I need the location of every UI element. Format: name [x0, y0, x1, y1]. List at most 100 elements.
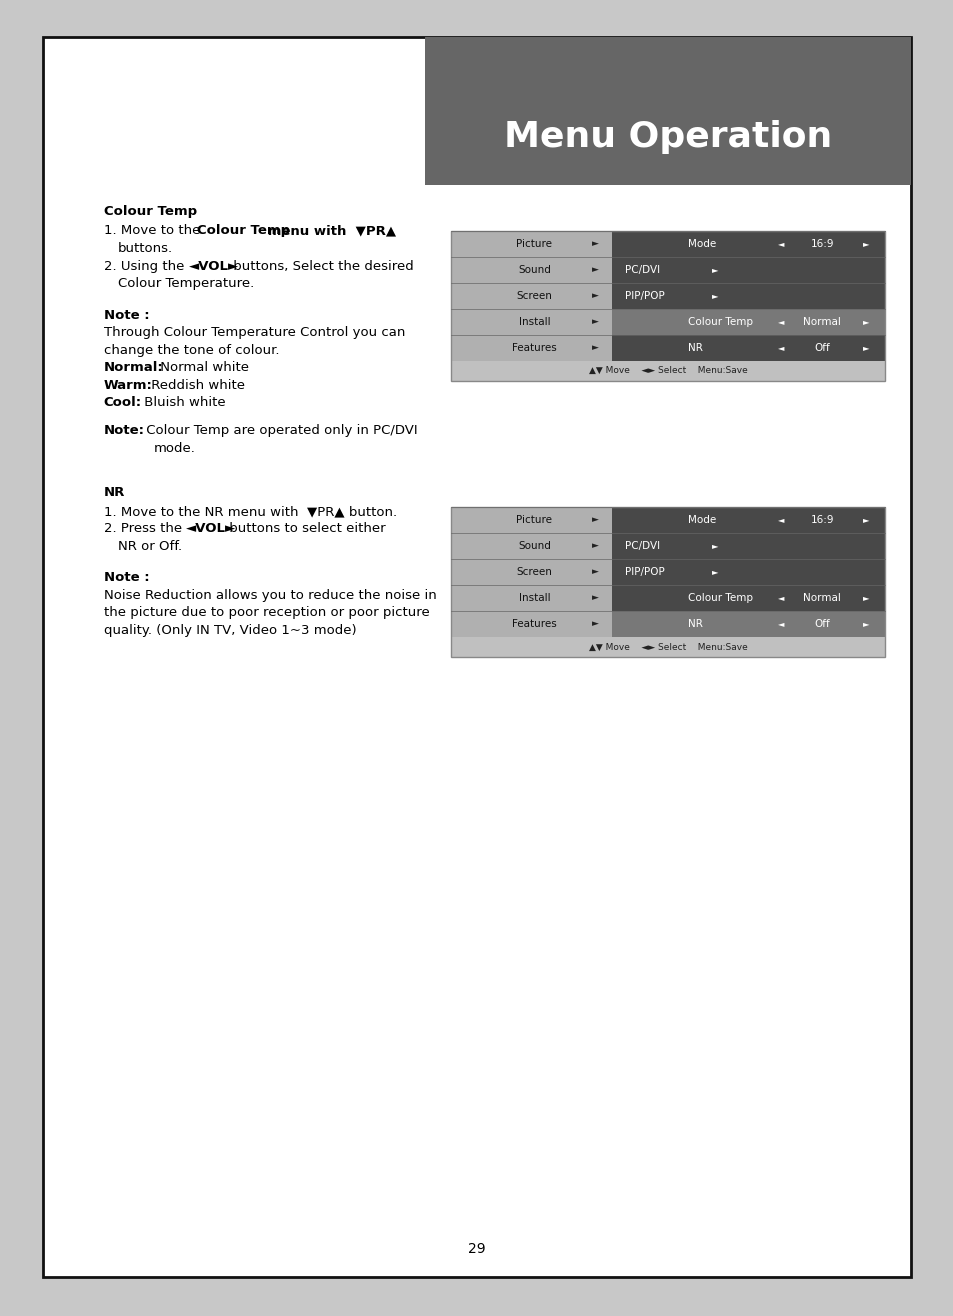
Text: ◄: ◄ — [777, 240, 783, 249]
Text: change the tone of colour.: change the tone of colour. — [104, 343, 279, 357]
Text: Mode: Mode — [687, 515, 716, 525]
Text: Off: Off — [814, 343, 829, 353]
Text: Noise Reduction allows you to reduce the noise in: Noise Reduction allows you to reduce the… — [104, 590, 436, 601]
Text: ►: ► — [712, 567, 718, 576]
Text: quality. (Only IN TV, Video 1~3 mode): quality. (Only IN TV, Video 1~3 mode) — [104, 624, 356, 637]
Text: Note :: Note : — [104, 309, 150, 322]
Text: ◄: ◄ — [777, 343, 783, 353]
Text: PC/DVI: PC/DVI — [624, 265, 659, 275]
Text: ►: ► — [712, 266, 718, 274]
Text: ◄: ◄ — [777, 620, 783, 629]
Bar — [611, 257, 884, 283]
Text: NR: NR — [687, 619, 702, 629]
Bar — [451, 257, 611, 283]
Text: 2. Press the: 2. Press the — [104, 522, 186, 536]
Text: Normal: Normal — [802, 317, 841, 326]
Text: Install: Install — [518, 317, 550, 326]
Text: ►: ► — [862, 317, 868, 326]
Text: 1. Move to the NR menu with  ▼PR▲ button.: 1. Move to the NR menu with ▼PR▲ button. — [104, 505, 396, 519]
Bar — [611, 334, 884, 361]
Bar — [611, 533, 884, 559]
Text: ►: ► — [592, 620, 598, 629]
Bar — [451, 334, 611, 361]
Bar — [424, 37, 910, 184]
Text: ▲▼ Move    ◄► Select    Menu:Save: ▲▼ Move ◄► Select Menu:Save — [588, 642, 746, 651]
Text: 29: 29 — [468, 1241, 485, 1255]
Text: Colour Temp are operated only in PC/DVI: Colour Temp are operated only in PC/DVI — [142, 425, 416, 437]
Bar — [451, 361, 884, 380]
Text: ►: ► — [862, 620, 868, 629]
Text: ►: ► — [862, 343, 868, 353]
Text: ◄: ◄ — [777, 594, 783, 603]
Text: ►: ► — [592, 266, 598, 274]
Text: ►: ► — [862, 594, 868, 603]
Text: Colour Temperature.: Colour Temperature. — [117, 278, 253, 291]
Text: buttons.: buttons. — [117, 242, 172, 254]
Text: ►: ► — [712, 291, 718, 300]
Text: Install: Install — [518, 594, 550, 603]
Text: Note:: Note: — [104, 425, 145, 437]
Text: ►: ► — [592, 317, 598, 326]
Text: Colour Temp: Colour Temp — [687, 317, 752, 326]
Text: PIP/POP: PIP/POP — [624, 567, 664, 576]
Text: Picture: Picture — [516, 515, 552, 525]
Text: Reddish white: Reddish white — [147, 379, 244, 392]
Text: Normal: Normal — [802, 594, 841, 603]
Text: Colour Temp: Colour Temp — [196, 224, 290, 237]
Bar — [611, 230, 884, 257]
Text: Sound: Sound — [517, 265, 550, 275]
Text: ►: ► — [862, 240, 868, 249]
Text: NR: NR — [104, 486, 125, 499]
Text: mode.: mode. — [153, 442, 195, 455]
Text: Warm:: Warm: — [104, 379, 152, 392]
Text: Features: Features — [512, 619, 557, 629]
Text: Menu Operation: Menu Operation — [503, 121, 831, 154]
Text: ▲▼ Move    ◄► Select    Menu:Save: ▲▼ Move ◄► Select Menu:Save — [588, 366, 746, 375]
Text: ►: ► — [712, 541, 718, 550]
Bar — [451, 507, 611, 533]
Text: Normal white: Normal white — [155, 362, 249, 375]
Text: ►: ► — [592, 291, 598, 300]
Bar — [611, 283, 884, 309]
Text: 1. Move to the: 1. Move to the — [104, 224, 204, 237]
Text: ►: ► — [592, 240, 598, 249]
Text: 2. Using the: 2. Using the — [104, 261, 188, 272]
Text: ►: ► — [592, 594, 598, 603]
Text: ◄VOL►: ◄VOL► — [186, 522, 235, 536]
Text: NR or Off.: NR or Off. — [117, 540, 182, 553]
Bar — [451, 230, 611, 257]
Bar — [451, 611, 611, 637]
Text: menu with  ▼PR▲: menu with ▼PR▲ — [262, 224, 395, 237]
Text: Colour Temp: Colour Temp — [687, 594, 752, 603]
Text: Off: Off — [814, 619, 829, 629]
Bar — [451, 309, 611, 334]
Text: ►: ► — [592, 343, 598, 353]
Bar — [451, 507, 884, 657]
Text: Cool:: Cool: — [104, 396, 142, 409]
Text: PC/DVI: PC/DVI — [624, 541, 659, 551]
Text: Features: Features — [512, 343, 557, 353]
Text: Sound: Sound — [517, 541, 550, 551]
Bar — [451, 533, 611, 559]
Text: buttons to select either: buttons to select either — [225, 522, 385, 536]
Text: ►: ► — [592, 516, 598, 525]
Text: the picture due to poor reception or poor picture: the picture due to poor reception or poo… — [104, 607, 429, 620]
Text: Note :: Note : — [104, 571, 150, 584]
Text: ►: ► — [592, 567, 598, 576]
Bar — [451, 637, 884, 657]
Text: ◄VOL►: ◄VOL► — [189, 261, 238, 272]
Text: 16:9: 16:9 — [809, 515, 833, 525]
Text: Colour Temp: Colour Temp — [104, 205, 196, 218]
Bar — [611, 586, 884, 611]
Text: 16:9: 16:9 — [809, 238, 833, 249]
Text: ►: ► — [862, 516, 868, 525]
Bar — [611, 507, 884, 533]
Text: Normal:: Normal: — [104, 362, 163, 375]
Bar — [451, 586, 611, 611]
Text: Mode: Mode — [687, 238, 716, 249]
Text: ◄: ◄ — [777, 516, 783, 525]
Text: buttons, Select the desired: buttons, Select the desired — [229, 261, 413, 272]
Text: Picture: Picture — [516, 238, 552, 249]
Text: NR: NR — [687, 343, 702, 353]
Text: Screen: Screen — [516, 567, 552, 576]
